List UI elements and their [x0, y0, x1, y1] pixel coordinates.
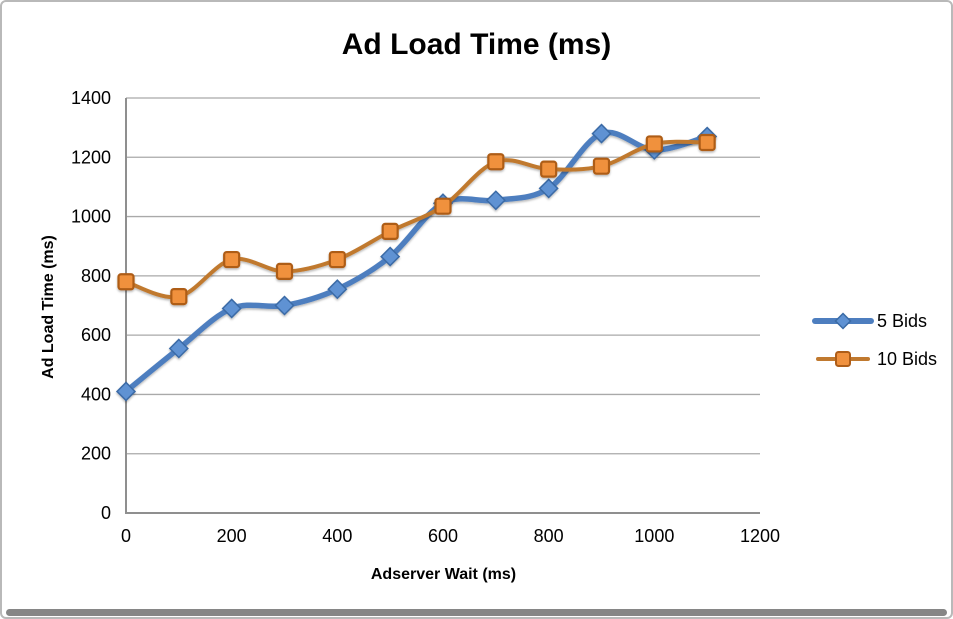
data-point-5-bids-x200 — [221, 298, 242, 319]
data-point-10-bids-x700 — [487, 153, 505, 171]
x-tick-label-800: 800 — [534, 526, 564, 546]
legend-item-10-bids: 10 Bids — [812, 349, 937, 369]
data-point-10-bids-x100 — [170, 288, 188, 306]
data-point-10-bids-x1100 — [698, 133, 716, 152]
data-point-10-bids-x900 — [592, 157, 611, 175]
y-tick-label-1000: 1000 — [71, 207, 111, 227]
y-tick-label-0: 0 — [101, 503, 111, 523]
y-tick-label-600: 600 — [81, 325, 111, 345]
y-tick-label-1400: 1400 — [71, 88, 111, 108]
series-10-bids-markers — [117, 133, 716, 306]
legend-label-5-bids: 5 Bids — [877, 311, 928, 331]
x-tick-label-0: 0 — [121, 526, 131, 546]
x-tick-label-600: 600 — [428, 526, 458, 546]
series-5-bids-line — [123, 129, 710, 395]
series-10-bids-line — [124, 139, 710, 300]
x-axis-title: Adserver Wait (ms) — [370, 566, 517, 583]
y-tick-label-1200: 1200 — [71, 147, 111, 167]
data-point-5-bids-x800 — [538, 178, 559, 199]
series-5-bids — [115, 123, 718, 402]
y-axis-title: Ad Load Time (ms) — [40, 235, 57, 379]
data-point-5-bids-x0 — [115, 381, 137, 402]
x-tick-label-400: 400 — [322, 526, 352, 546]
legend: 5 Bids 10 Bids — [812, 311, 937, 369]
data-point-10-bids-x400 — [328, 250, 346, 269]
y-tick-label-400: 400 — [81, 384, 111, 404]
line-square-marker-icon — [816, 351, 870, 367]
data-point-5-bids-x100 — [168, 338, 189, 359]
data-point-5-bids-x300 — [274, 295, 295, 316]
data-point-5-bids-x900 — [591, 123, 612, 144]
x-tick-label-200: 200 — [217, 526, 247, 546]
data-point-5-bids-x400 — [327, 279, 348, 300]
y-tick-label-200: 200 — [81, 444, 111, 464]
y-axis-tick-labels: 0 200 400 600 800 1000 1200 1400 — [71, 88, 111, 523]
series-5-bids-markers — [115, 123, 718, 402]
x-tick-label-1000: 1000 — [634, 526, 674, 546]
legend-item-5-bids: 5 Bids — [812, 311, 937, 331]
axis-lines — [125, 98, 760, 514]
legend-label-10-bids: 10 Bids — [877, 349, 938, 369]
data-point-10-bids-x1000 — [645, 135, 663, 153]
data-point-10-bids-x200 — [223, 250, 241, 269]
data-point-10-bids-x300 — [275, 262, 294, 281]
data-point-5-bids-x700 — [485, 190, 506, 211]
data-point-10-bids-x0 — [117, 273, 135, 291]
data-point-5-bids-x500 — [380, 246, 401, 267]
data-series — [115, 123, 718, 402]
data-point-10-bids-x800 — [540, 160, 558, 178]
data-point-10-bids-x600 — [434, 197, 452, 215]
line-diamond-marker-icon — [812, 312, 874, 330]
data-point-10-bids-x500 — [381, 222, 399, 240]
chart-title: Ad Load Time (ms) — [341, 28, 612, 61]
frame-bottom-edge — [6, 609, 947, 616]
series-10-bids — [117, 133, 716, 306]
x-tick-label-1200: 1200 — [740, 526, 780, 546]
y-tick-label-800: 800 — [81, 266, 111, 286]
x-axis-tick-labels: 0 200 400 600 800 1000 1200 — [121, 526, 780, 546]
